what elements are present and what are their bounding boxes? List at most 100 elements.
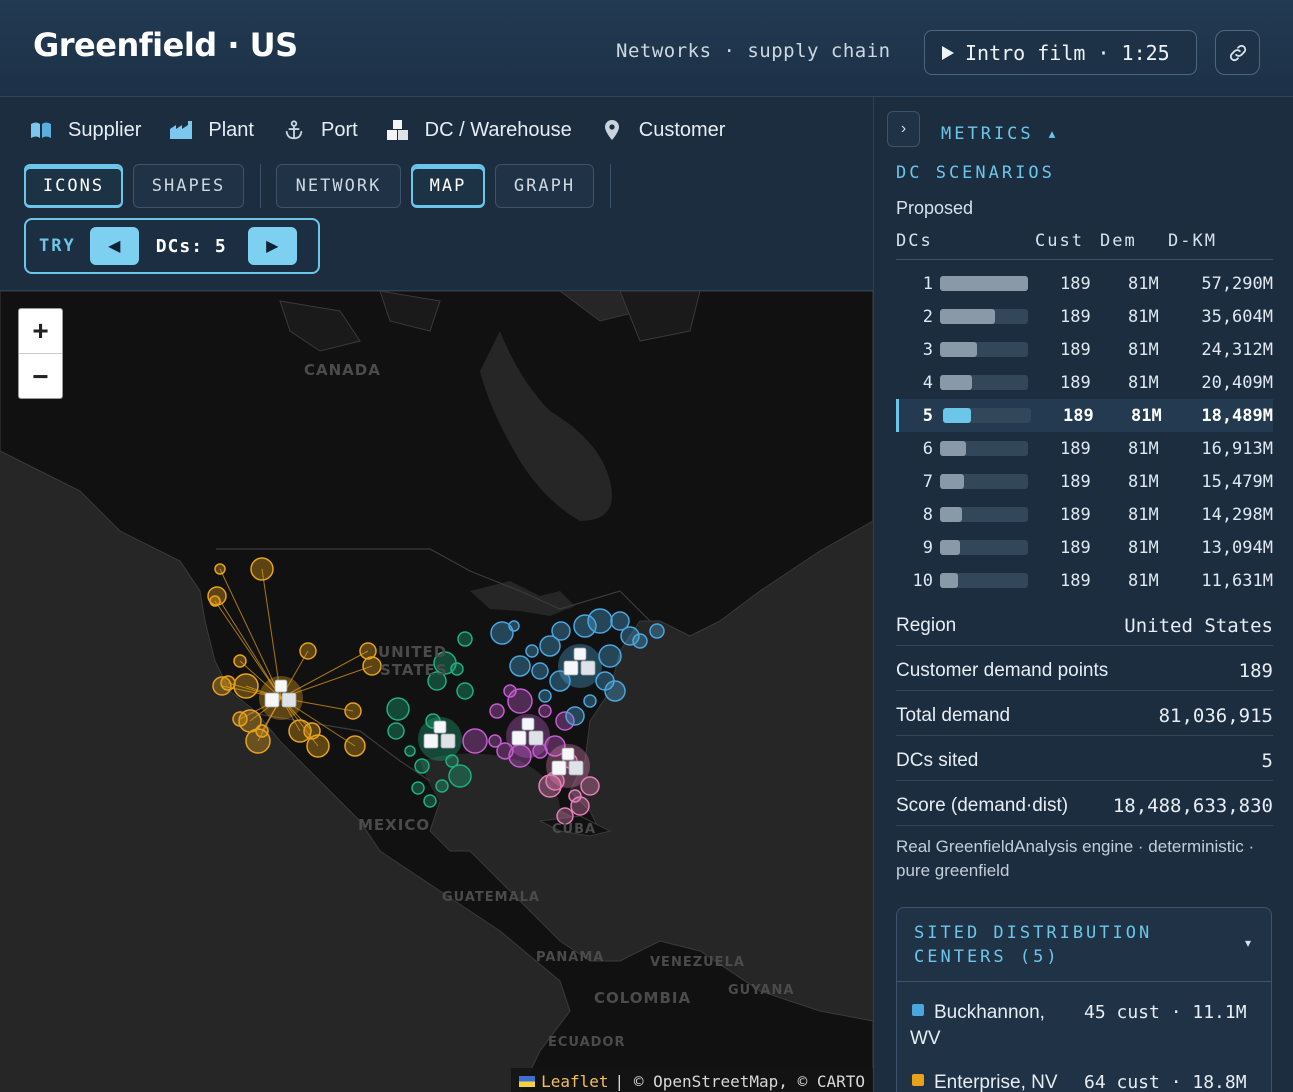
warehouse-icon[interactable] <box>423 720 456 749</box>
customer-point[interactable] <box>570 796 590 816</box>
sited-dc-section[interactable]: SITED DISTRIBUTION CENTERS (5) ▾ Buckhan… <box>896 907 1272 1092</box>
customer-point[interactable] <box>555 711 575 731</box>
customer-point[interactable] <box>344 735 366 757</box>
customer-point[interactable] <box>386 697 410 721</box>
share-link-button[interactable] <box>1215 30 1260 75</box>
customer-point[interactable] <box>587 608 613 634</box>
customer-point[interactable] <box>457 631 473 647</box>
customer-point[interactable] <box>245 728 271 754</box>
customer-point[interactable] <box>551 621 571 641</box>
customer-point[interactable] <box>539 635 561 657</box>
customer-point[interactable] <box>503 684 517 698</box>
customer-point[interactable] <box>620 626 640 646</box>
customer-point[interactable] <box>565 706 585 726</box>
customer-point[interactable] <box>344 702 362 720</box>
customer-point[interactable] <box>580 776 600 796</box>
customer-point[interactable] <box>299 642 317 660</box>
customer-point[interactable] <box>525 644 539 658</box>
scenario-row[interactable]: 10 189 81M 11,631M <box>896 564 1273 597</box>
network-view-button[interactable]: NETWORK <box>276 164 401 208</box>
collapse-panel-button[interactable]: › <box>887 111 920 147</box>
sited-dc-item[interactable]: Enterprise, NV 64 cust · 18.8M <box>910 1070 1260 1092</box>
scenario-row[interactable]: 8 189 81M 14,298M <box>896 498 1273 531</box>
customer-point[interactable] <box>450 662 464 676</box>
customer-point[interactable] <box>404 745 416 757</box>
customer-point[interactable] <box>212 676 232 696</box>
customer-point[interactable] <box>232 711 248 727</box>
customer-point[interactable] <box>456 682 474 700</box>
customer-point[interactable] <box>549 670 571 692</box>
customer-point[interactable] <box>538 774 562 798</box>
customer-point[interactable] <box>445 754 459 768</box>
scenario-row[interactable]: 9 189 81M 13,094M <box>896 531 1273 564</box>
scenario-row[interactable]: 3 189 81M 24,312M <box>896 333 1273 366</box>
customer-point[interactable] <box>509 655 531 677</box>
customer-point[interactable] <box>414 758 430 774</box>
scenario-bar-fill <box>940 573 958 588</box>
customer-point[interactable] <box>435 779 449 793</box>
customer-point[interactable] <box>359 642 377 660</box>
customer-point[interactable] <box>490 621 514 645</box>
leaflet-link[interactable]: Leaflet <box>541 1071 609 1091</box>
customer-point[interactable] <box>423 794 437 808</box>
chevron-down-icon[interactable]: ▾ <box>1244 936 1251 950</box>
zoom-in-button[interactable]: + <box>19 309 62 354</box>
customer-point[interactable] <box>214 563 226 575</box>
sited-dc-item[interactable]: Buckhannon, WV 45 cust · 11.1M <box>910 1000 1260 1056</box>
customer-point[interactable] <box>538 689 552 703</box>
customer-point[interactable] <box>207 586 227 606</box>
increase-dcs-button[interactable]: ▶ <box>247 227 297 265</box>
icons-toggle-button[interactable]: ICONS <box>24 164 123 208</box>
customer-point[interactable] <box>488 734 502 748</box>
scenario-bar-fill <box>940 474 964 489</box>
scenario-row[interactable]: 7 189 81M 15,479M <box>896 465 1273 498</box>
decrease-dcs-button[interactable]: ◀ <box>89 227 139 265</box>
customer-point[interactable] <box>632 633 648 649</box>
customer-point[interactable] <box>250 557 274 581</box>
customer-point[interactable] <box>538 704 552 718</box>
scenario-row[interactable]: 4 189 81M 20,409M <box>896 366 1273 399</box>
customer-point[interactable] <box>649 623 665 639</box>
customer-point[interactable] <box>583 694 597 708</box>
customer-point[interactable] <box>604 680 626 702</box>
shapes-toggle-button[interactable]: SHAPES <box>133 164 244 208</box>
customer-point[interactable] <box>531 662 549 680</box>
toolbar-divider <box>260 164 261 208</box>
warehouse-icon[interactable] <box>264 679 297 708</box>
customer-point[interactable] <box>508 620 520 632</box>
scenario-row[interactable]: 5 189 81M 18,489M <box>896 399 1273 432</box>
customer-point[interactable] <box>433 651 457 675</box>
map-canvas[interactable]: CANADA UNITED STATES MEXICO CUBA GUATEMA… <box>0 291 873 1092</box>
customer-point[interactable] <box>387 722 405 740</box>
warehouse-icon[interactable] <box>563 647 596 676</box>
customer-point[interactable] <box>233 654 247 668</box>
customer-point[interactable] <box>448 764 472 788</box>
intro-film-button[interactable]: Intro film · 1:25 <box>924 30 1197 75</box>
toolbar-divider <box>610 164 611 208</box>
customer-point[interactable] <box>462 728 488 754</box>
scenario-row[interactable]: 1 189 81M 57,290M <box>896 267 1273 300</box>
customer-point[interactable] <box>556 807 574 825</box>
customer-point[interactable] <box>306 734 330 758</box>
customer-point[interactable] <box>610 611 630 631</box>
customer-point[interactable] <box>573 614 597 638</box>
customer-point[interactable] <box>544 735 566 757</box>
customer-point[interactable] <box>489 703 505 719</box>
metrics-toggle[interactable]: METRICS ▴ <box>941 124 1061 144</box>
scenario-row[interactable]: 6 189 81M 16,913M <box>896 432 1273 465</box>
customer-point[interactable] <box>411 781 425 795</box>
customer-point[interactable] <box>598 644 622 668</box>
scenario-dkm: 16,913M <box>1201 439 1273 459</box>
scenario-row[interactable]: 2 189 81M 35,604M <box>896 300 1273 333</box>
customer-point[interactable] <box>568 789 582 803</box>
customer-point[interactable] <box>427 671 447 691</box>
warehouse-icon[interactable] <box>551 747 584 776</box>
graph-view-button[interactable]: GRAPH <box>495 164 594 208</box>
zoom-out-button[interactable]: − <box>32 360 49 392</box>
map-view-button[interactable]: MAP <box>411 164 485 208</box>
warehouse-icon[interactable] <box>511 717 544 746</box>
scenario-bar <box>940 573 1028 588</box>
customer-point[interactable] <box>233 673 259 699</box>
customer-point[interactable] <box>362 656 382 676</box>
stat-value: United States <box>1124 615 1273 637</box>
